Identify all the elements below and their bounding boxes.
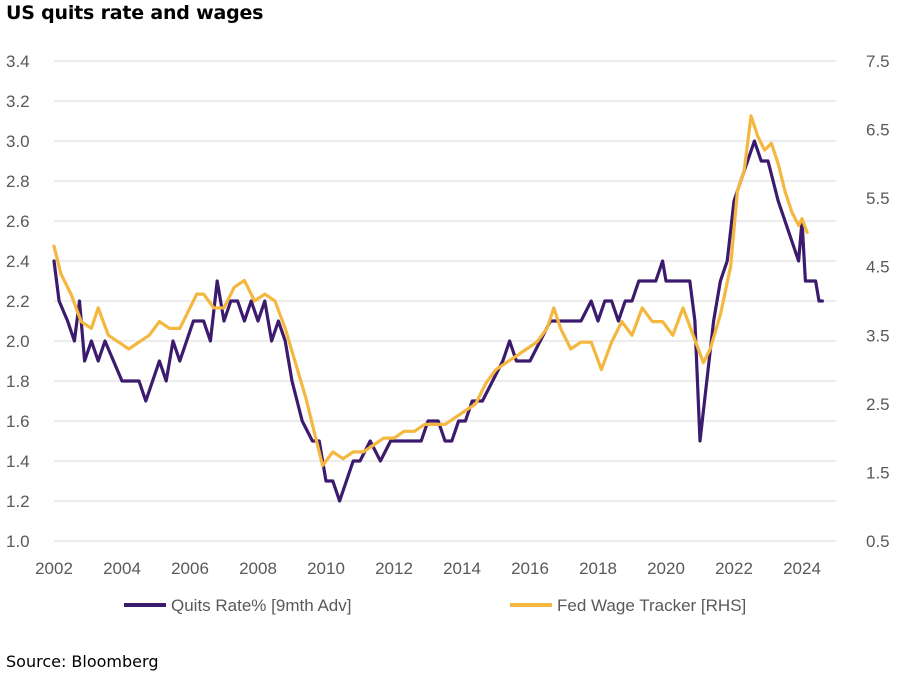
left-tick-label: 1.6	[6, 412, 30, 431]
right-tick-label: 1.5	[866, 463, 890, 482]
left-axis-ticks: 3.4 3.2 3.0 2.8 2.6 2.4 2.2 2.0 1.8 1.6 1.4 1.2 1.0	[6, 52, 30, 551]
right-tick-label: 7.5	[866, 52, 890, 71]
x-tick-label: 2012	[375, 559, 413, 578]
left-tick-label: 3.4	[6, 52, 30, 71]
source-note: Source: Bloomberg	[6, 652, 159, 671]
x-tick-label: 2002	[35, 559, 73, 578]
left-tick-label: 1.4	[6, 452, 30, 471]
left-tick-label: 3.2	[6, 92, 30, 111]
legend-label: Fed Wage Tracker [RHS]	[557, 596, 746, 615]
series-layer	[52, 114, 824, 503]
left-tick-label: 2.6	[6, 212, 30, 231]
right-tick-label: 3.5	[866, 326, 890, 345]
left-tick-label: 2.4	[6, 252, 30, 271]
x-axis-ticks: 2002 2004 2006 2008 2010 2012 2014 2016 2018 2020…	[35, 559, 821, 578]
x-tick-label: 2020	[647, 559, 685, 578]
series-line-fed-wage-tracker	[52, 114, 809, 468]
gridlines	[54, 60, 836, 542]
legend-label: Quits Rate% [9mth Adv]	[171, 596, 351, 615]
series-line-quits-rate	[52, 139, 824, 503]
left-tick-label: 2.0	[6, 332, 30, 351]
right-tick-label: 2.5	[866, 395, 890, 414]
x-tick-label: 2016	[511, 559, 549, 578]
chart-title: US quits rate and wages	[6, 2, 264, 24]
left-tick-label: 2.2	[6, 292, 30, 311]
x-tick-label: 2022	[715, 559, 753, 578]
right-tick-label: 5.5	[866, 189, 890, 208]
left-tick-label: 2.8	[6, 172, 30, 191]
x-tick-label: 2014	[443, 559, 481, 578]
left-tick-label: 1.8	[6, 372, 30, 391]
right-tick-label: 0.5	[866, 532, 890, 551]
x-tick-label: 2018	[579, 559, 617, 578]
x-tick-label: 2024	[783, 559, 821, 578]
legend: Quits Rate% [9mth Adv] Fed Wage Tracker […	[124, 596, 746, 615]
right-axis-ticks: 7.5 6.5 5.5 4.5 3.5 2.5 1.5 0.5	[866, 52, 890, 551]
x-tick-label: 2008	[239, 559, 277, 578]
x-tick-label: 2004	[103, 559, 141, 578]
x-tick-label: 2010	[307, 559, 345, 578]
left-tick-label: 1.2	[6, 492, 30, 511]
right-tick-label: 4.5	[866, 258, 890, 277]
right-tick-label: 6.5	[866, 121, 890, 140]
left-tick-label: 3.0	[6, 132, 30, 151]
left-tick-label: 1.0	[6, 532, 30, 551]
x-tick-label: 2006	[171, 559, 209, 578]
